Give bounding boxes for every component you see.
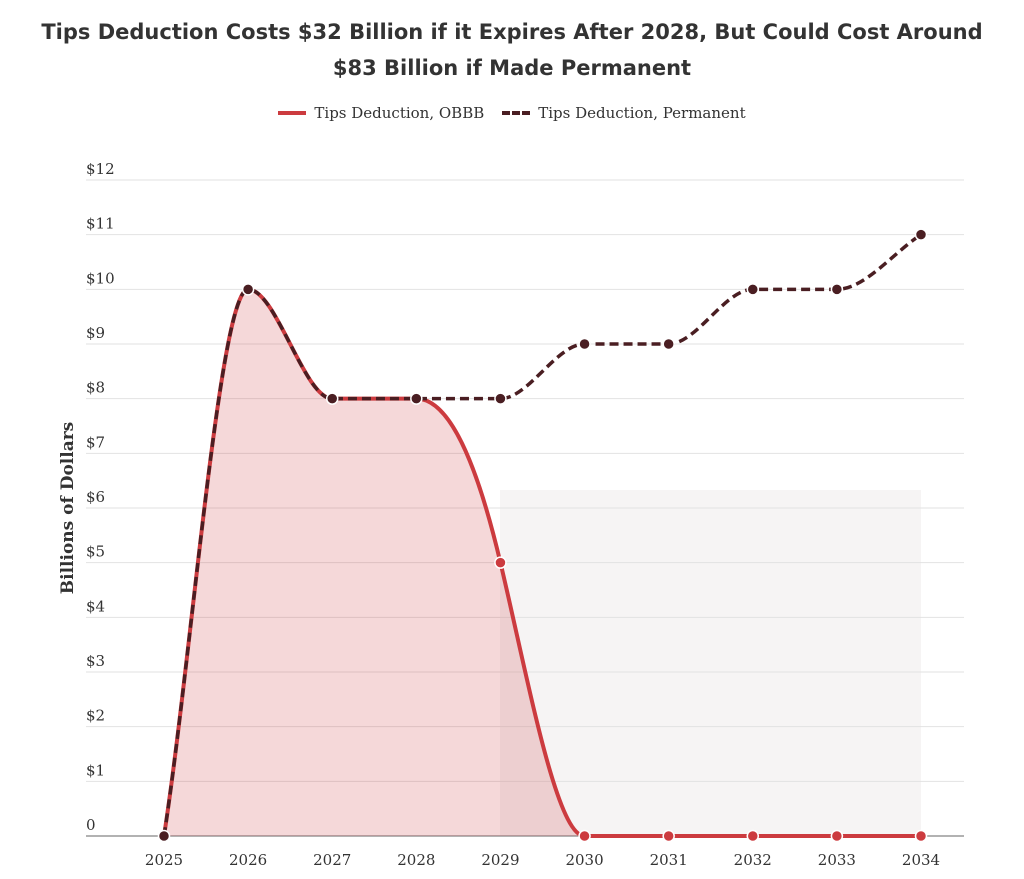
legend-swatch-solid	[278, 111, 307, 115]
x-tick-label: 2029	[481, 851, 519, 869]
data-point	[157, 829, 171, 843]
legend-swatch-dashed	[502, 111, 531, 115]
x-tick-label: 2034	[902, 851, 940, 869]
x-tick-label: 2032	[734, 851, 772, 869]
legend-label-obbb: Tips Deduction, OBBB	[314, 104, 485, 122]
data-point	[241, 283, 255, 296]
data-point	[662, 337, 675, 351]
data-point	[494, 392, 507, 405]
data-point	[325, 392, 339, 405]
background-panel	[500, 490, 921, 836]
x-tick-label: 2033	[818, 851, 856, 869]
series-area-0	[164, 289, 921, 836]
legend-item-permanent[interactable]: Tips Deduction, Permanent	[502, 104, 746, 122]
y-tick-label: $2	[86, 707, 105, 725]
y-tick-label: $9	[86, 324, 105, 342]
legend: Tips Deduction, OBBB Tips Deduction, Per…	[0, 104, 1024, 122]
data-point	[578, 337, 591, 351]
y-tick-label: $1	[86, 761, 105, 779]
x-tick-label: 2031	[650, 851, 688, 869]
legend-item-obbb[interactable]: Tips Deduction, OBBB	[278, 104, 484, 122]
x-tick-label: 2026	[229, 851, 267, 869]
data-point	[746, 283, 760, 296]
y-tick-label: 0	[86, 816, 96, 834]
y-tick-label: $3	[86, 652, 105, 670]
y-tick-label: $4	[86, 597, 105, 615]
data-point	[410, 392, 423, 405]
y-tick-label: $12	[86, 160, 115, 178]
data-point	[662, 829, 675, 843]
x-tick-label: 2025	[145, 851, 183, 869]
y-tick-label: $10	[86, 269, 115, 287]
data-point	[746, 829, 760, 843]
x-tick-label: 2030	[565, 851, 603, 869]
y-tick-label: $5	[86, 543, 105, 561]
y-tick-label: $7	[86, 433, 105, 451]
chart-title: Tips Deduction Costs $32 Billion if it E…	[41, 20, 983, 80]
data-point	[914, 829, 928, 843]
x-tick-label: 2028	[397, 851, 435, 869]
y-tick-label: $8	[86, 379, 105, 397]
legend-label-permanent: Tips Deduction, Permanent	[538, 104, 746, 122]
data-point	[830, 283, 844, 296]
data-point	[914, 228, 928, 241]
x-tick-label: 2027	[313, 851, 351, 869]
data-point	[494, 556, 507, 569]
y-tick-label: $11	[86, 215, 115, 233]
data-point	[830, 829, 844, 843]
y-axis-label: Billions of Dollars	[58, 422, 78, 595]
data-point	[578, 829, 591, 843]
y-tick-label: $6	[86, 488, 105, 506]
